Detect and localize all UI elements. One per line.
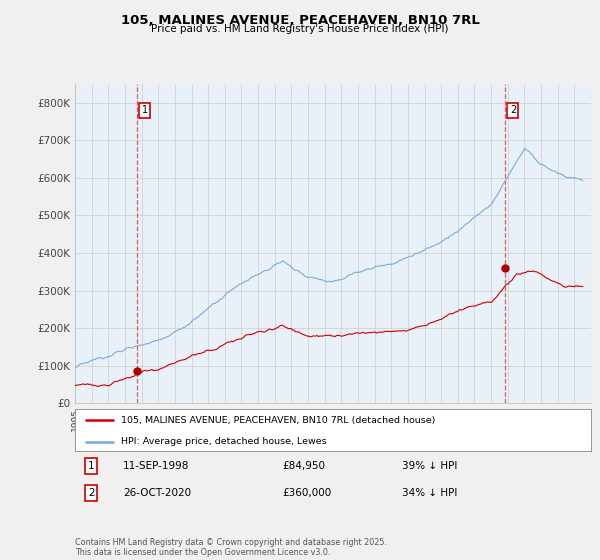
- Text: 2: 2: [88, 488, 95, 498]
- Text: 105, MALINES AVENUE, PEACEHAVEN, BN10 7RL: 105, MALINES AVENUE, PEACEHAVEN, BN10 7R…: [121, 14, 479, 27]
- Text: Contains HM Land Registry data © Crown copyright and database right 2025.
This d: Contains HM Land Registry data © Crown c…: [75, 538, 387, 557]
- Text: £360,000: £360,000: [282, 488, 331, 498]
- Text: 105, MALINES AVENUE, PEACEHAVEN, BN10 7RL (detached house): 105, MALINES AVENUE, PEACEHAVEN, BN10 7R…: [121, 416, 436, 424]
- Text: 1: 1: [88, 461, 95, 471]
- Text: 11-SEP-1998: 11-SEP-1998: [123, 461, 190, 471]
- Text: Price paid vs. HM Land Registry's House Price Index (HPI): Price paid vs. HM Land Registry's House …: [151, 24, 449, 34]
- Text: 39% ↓ HPI: 39% ↓ HPI: [402, 461, 457, 471]
- Text: HPI: Average price, detached house, Lewes: HPI: Average price, detached house, Lewe…: [121, 437, 327, 446]
- Text: £84,950: £84,950: [282, 461, 325, 471]
- Text: 1: 1: [142, 105, 148, 115]
- Text: 34% ↓ HPI: 34% ↓ HPI: [402, 488, 457, 498]
- Text: 26-OCT-2020: 26-OCT-2020: [123, 488, 191, 498]
- Text: 2: 2: [510, 105, 516, 115]
